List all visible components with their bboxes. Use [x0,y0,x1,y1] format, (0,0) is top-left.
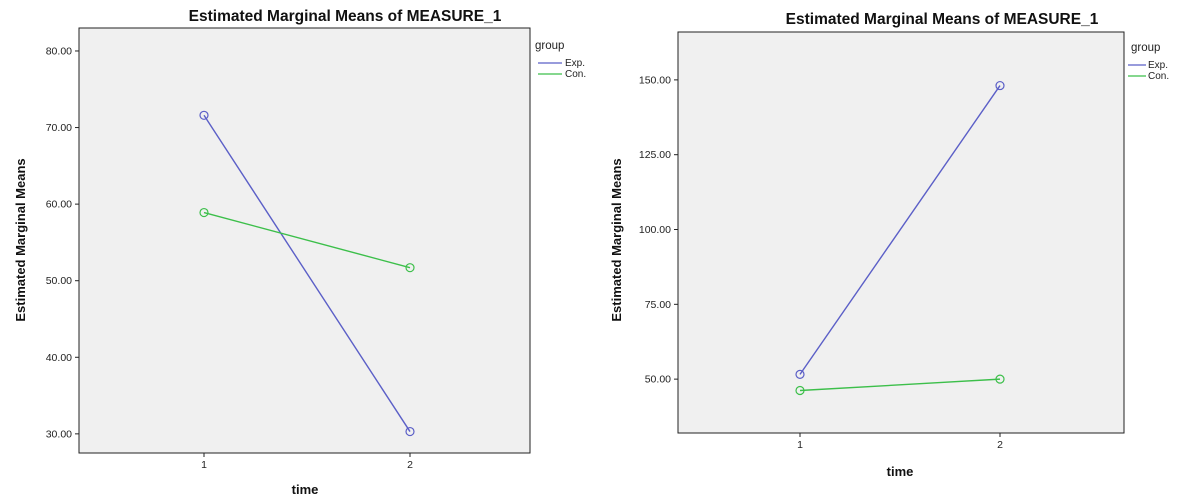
series-line-con [203,211,411,269]
x-tick-label: 1 [797,439,803,451]
legend-title: group [535,40,564,52]
y-axis-label: Estimated Marginal Means [13,158,28,321]
y-axis-ticks: 50.00 75.00 100.00 125.00 150.00 [639,74,678,386]
legend: Exp. Con. [538,58,586,80]
data-point-con [199,207,209,218]
chart-right: Estimated Marginal Means of MEASURE_1 Es… [609,11,1169,479]
data-point-exp [405,426,415,437]
series-line-con [799,378,1001,392]
x-tick-label: 1 [201,459,207,471]
x-tick-label: 2 [997,439,1003,451]
y-axis-ticks: 30.00 40.00 50.00 60.00 70.00 80.00 [46,45,79,440]
legend-item-exp: Exp. [565,58,585,69]
series-line-exp [203,114,411,432]
y-tick-label: 100.00 [639,224,671,236]
legend-item-exp: Exp. [1148,60,1168,71]
y-tick-label: 125.00 [639,149,671,161]
chart-title: Estimated Marginal Means of MEASURE_1 [786,11,1099,28]
y-tick-label: 40.00 [46,352,72,364]
series-marks [199,110,415,437]
chart-left: Estimated Marginal Means of MEASURE_1 Es… [13,8,586,497]
data-point-con [995,374,1005,384]
series-marks [795,80,1005,396]
legend-item-con: Con. [565,69,586,80]
legend-item-con: Con. [1148,71,1169,82]
x-axis-label: time [292,482,319,497]
data-point-exp [795,369,805,379]
y-tick-label: 50.00 [46,275,72,287]
series-line-exp [799,85,1001,375]
y-axis-label: Estimated Marginal Means [609,158,624,321]
y-tick-label: 50.00 [645,374,671,386]
y-tick-label: 30.00 [46,428,72,440]
y-tick-label: 80.00 [46,45,72,57]
y-tick-label: 70.00 [46,122,72,134]
data-point-exp [199,110,209,120]
data-point-con [795,385,805,396]
legend: Exp. Con. [1128,60,1169,82]
legend-title: group [1131,42,1160,54]
y-tick-label: 60.00 [46,199,72,211]
data-point-con [405,263,415,273]
y-tick-label: 150.00 [639,74,671,86]
plot-area [677,31,1125,434]
x-axis-label: time [887,464,914,479]
x-tick-label: 2 [407,459,413,471]
plot-area [78,27,531,454]
chart-title: Estimated Marginal Means of MEASURE_1 [189,8,502,25]
y-tick-label: 75.00 [645,299,671,311]
data-point-exp [995,80,1005,91]
